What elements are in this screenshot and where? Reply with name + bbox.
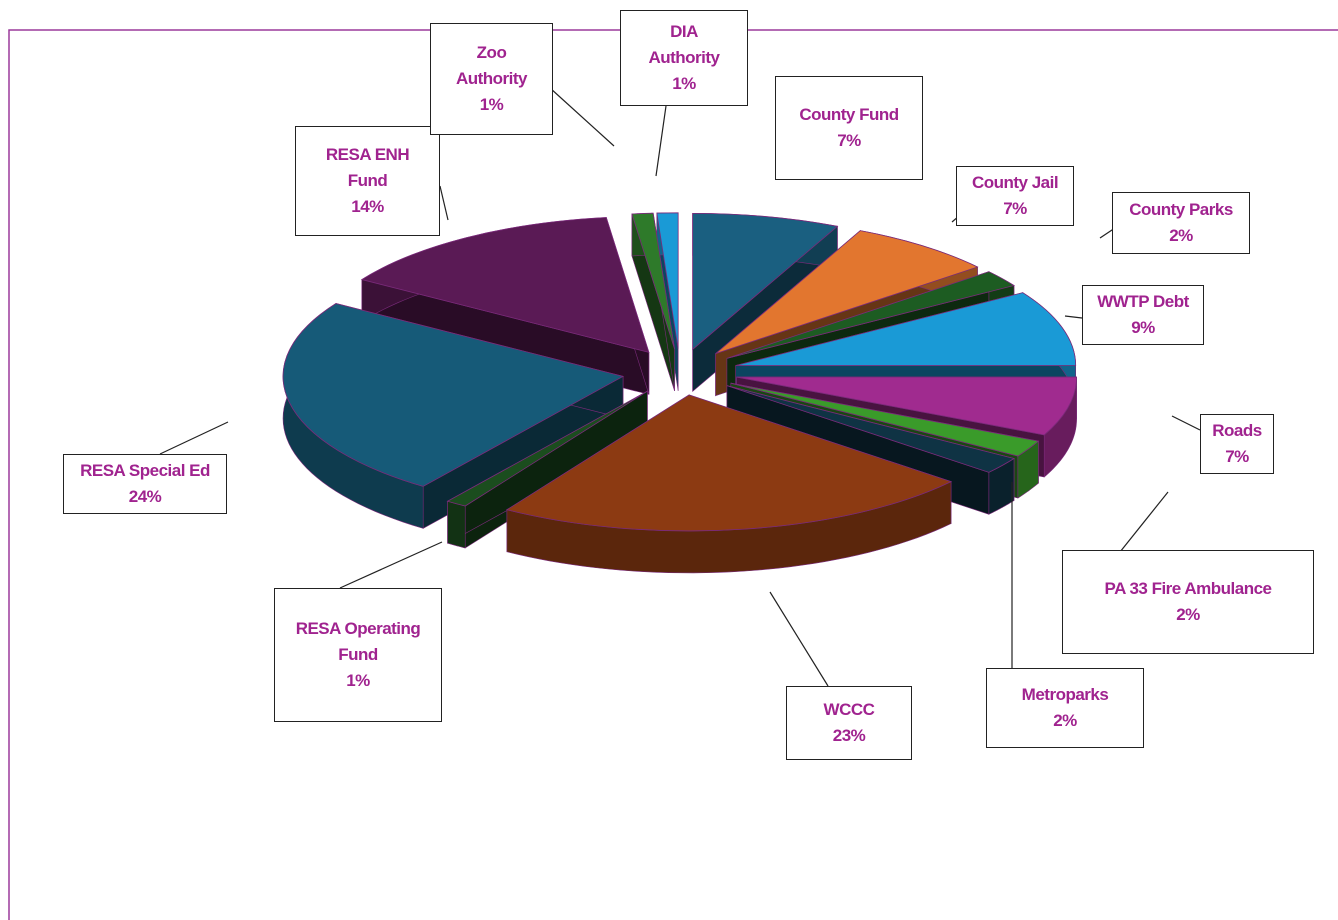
data-label-percent: 24% xyxy=(128,487,162,506)
data-label-percent: 1% xyxy=(346,671,370,690)
data-label-name: RESA Operating xyxy=(295,619,421,638)
data-label-percent: 7% xyxy=(1225,447,1249,466)
data-label-name: PA 33 Fire Ambulance xyxy=(1104,579,1272,598)
data-label: DIA Authority 1% xyxy=(620,10,748,106)
data-label: County Fund 7% xyxy=(775,76,923,180)
data-label: Metroparks 2% xyxy=(986,668,1144,748)
data-label-percent: 9% xyxy=(1131,318,1155,337)
data-label-name: Zoo xyxy=(476,43,507,62)
data-label-percent: 23% xyxy=(832,726,866,745)
pie-slice xyxy=(505,394,953,574)
leader-line xyxy=(1064,315,1083,319)
data-label-name: Authority xyxy=(455,69,528,88)
data-label: RESA ENH Fund 14% xyxy=(295,126,440,236)
data-label-name: Metroparks xyxy=(1021,685,1109,704)
data-label: WCCC 23% xyxy=(786,686,912,760)
data-label-percent: 2% xyxy=(1053,711,1077,730)
data-label-name: WWTP Debt xyxy=(1097,292,1189,311)
data-label-name: County Parks xyxy=(1129,200,1233,219)
data-label-name: Authority xyxy=(648,48,720,67)
data-label-name: Fund xyxy=(347,171,388,190)
data-label: PA 33 Fire Ambulance 2% xyxy=(1062,550,1314,654)
data-label: County Parks 2% xyxy=(1112,192,1250,254)
data-label-percent: 2% xyxy=(1176,605,1200,624)
data-label-name: WCCC xyxy=(823,700,875,719)
leader-line xyxy=(159,421,229,455)
data-label: Zoo Authority 1% xyxy=(430,23,553,135)
data-label-name: RESA Special Ed xyxy=(80,461,210,480)
data-label-percent: 7% xyxy=(1003,199,1027,218)
leader-line xyxy=(439,185,449,221)
pie-slice xyxy=(692,212,839,393)
leader-line xyxy=(1171,415,1201,431)
data-label: RESA Operating Fund 1% xyxy=(274,588,442,722)
data-label-percent: 1% xyxy=(672,74,696,93)
data-label: County Jail 7% xyxy=(956,166,1074,226)
data-label: WWTP Debt 9% xyxy=(1082,285,1204,345)
pie-slice xyxy=(631,212,675,391)
data-label-percent: 7% xyxy=(837,131,861,150)
data-label-name: Roads xyxy=(1212,421,1262,440)
data-label-percent: 2% xyxy=(1169,226,1193,245)
data-label: Roads 7% xyxy=(1200,414,1274,474)
data-label-percent: 1% xyxy=(479,95,504,114)
data-label-name: DIA xyxy=(670,22,698,41)
leader-line xyxy=(549,87,615,147)
data-label-name: County Fund xyxy=(799,105,899,124)
data-label-name: RESA ENH xyxy=(325,145,410,164)
data-label-percent: 14% xyxy=(351,197,384,216)
data-label-name: County Jail xyxy=(971,173,1059,192)
data-label: RESA Special Ed 24% xyxy=(63,454,227,514)
data-label-name: Fund xyxy=(338,645,378,664)
leader-line xyxy=(339,541,443,589)
leader-line xyxy=(769,591,829,687)
leader-line xyxy=(655,105,667,177)
